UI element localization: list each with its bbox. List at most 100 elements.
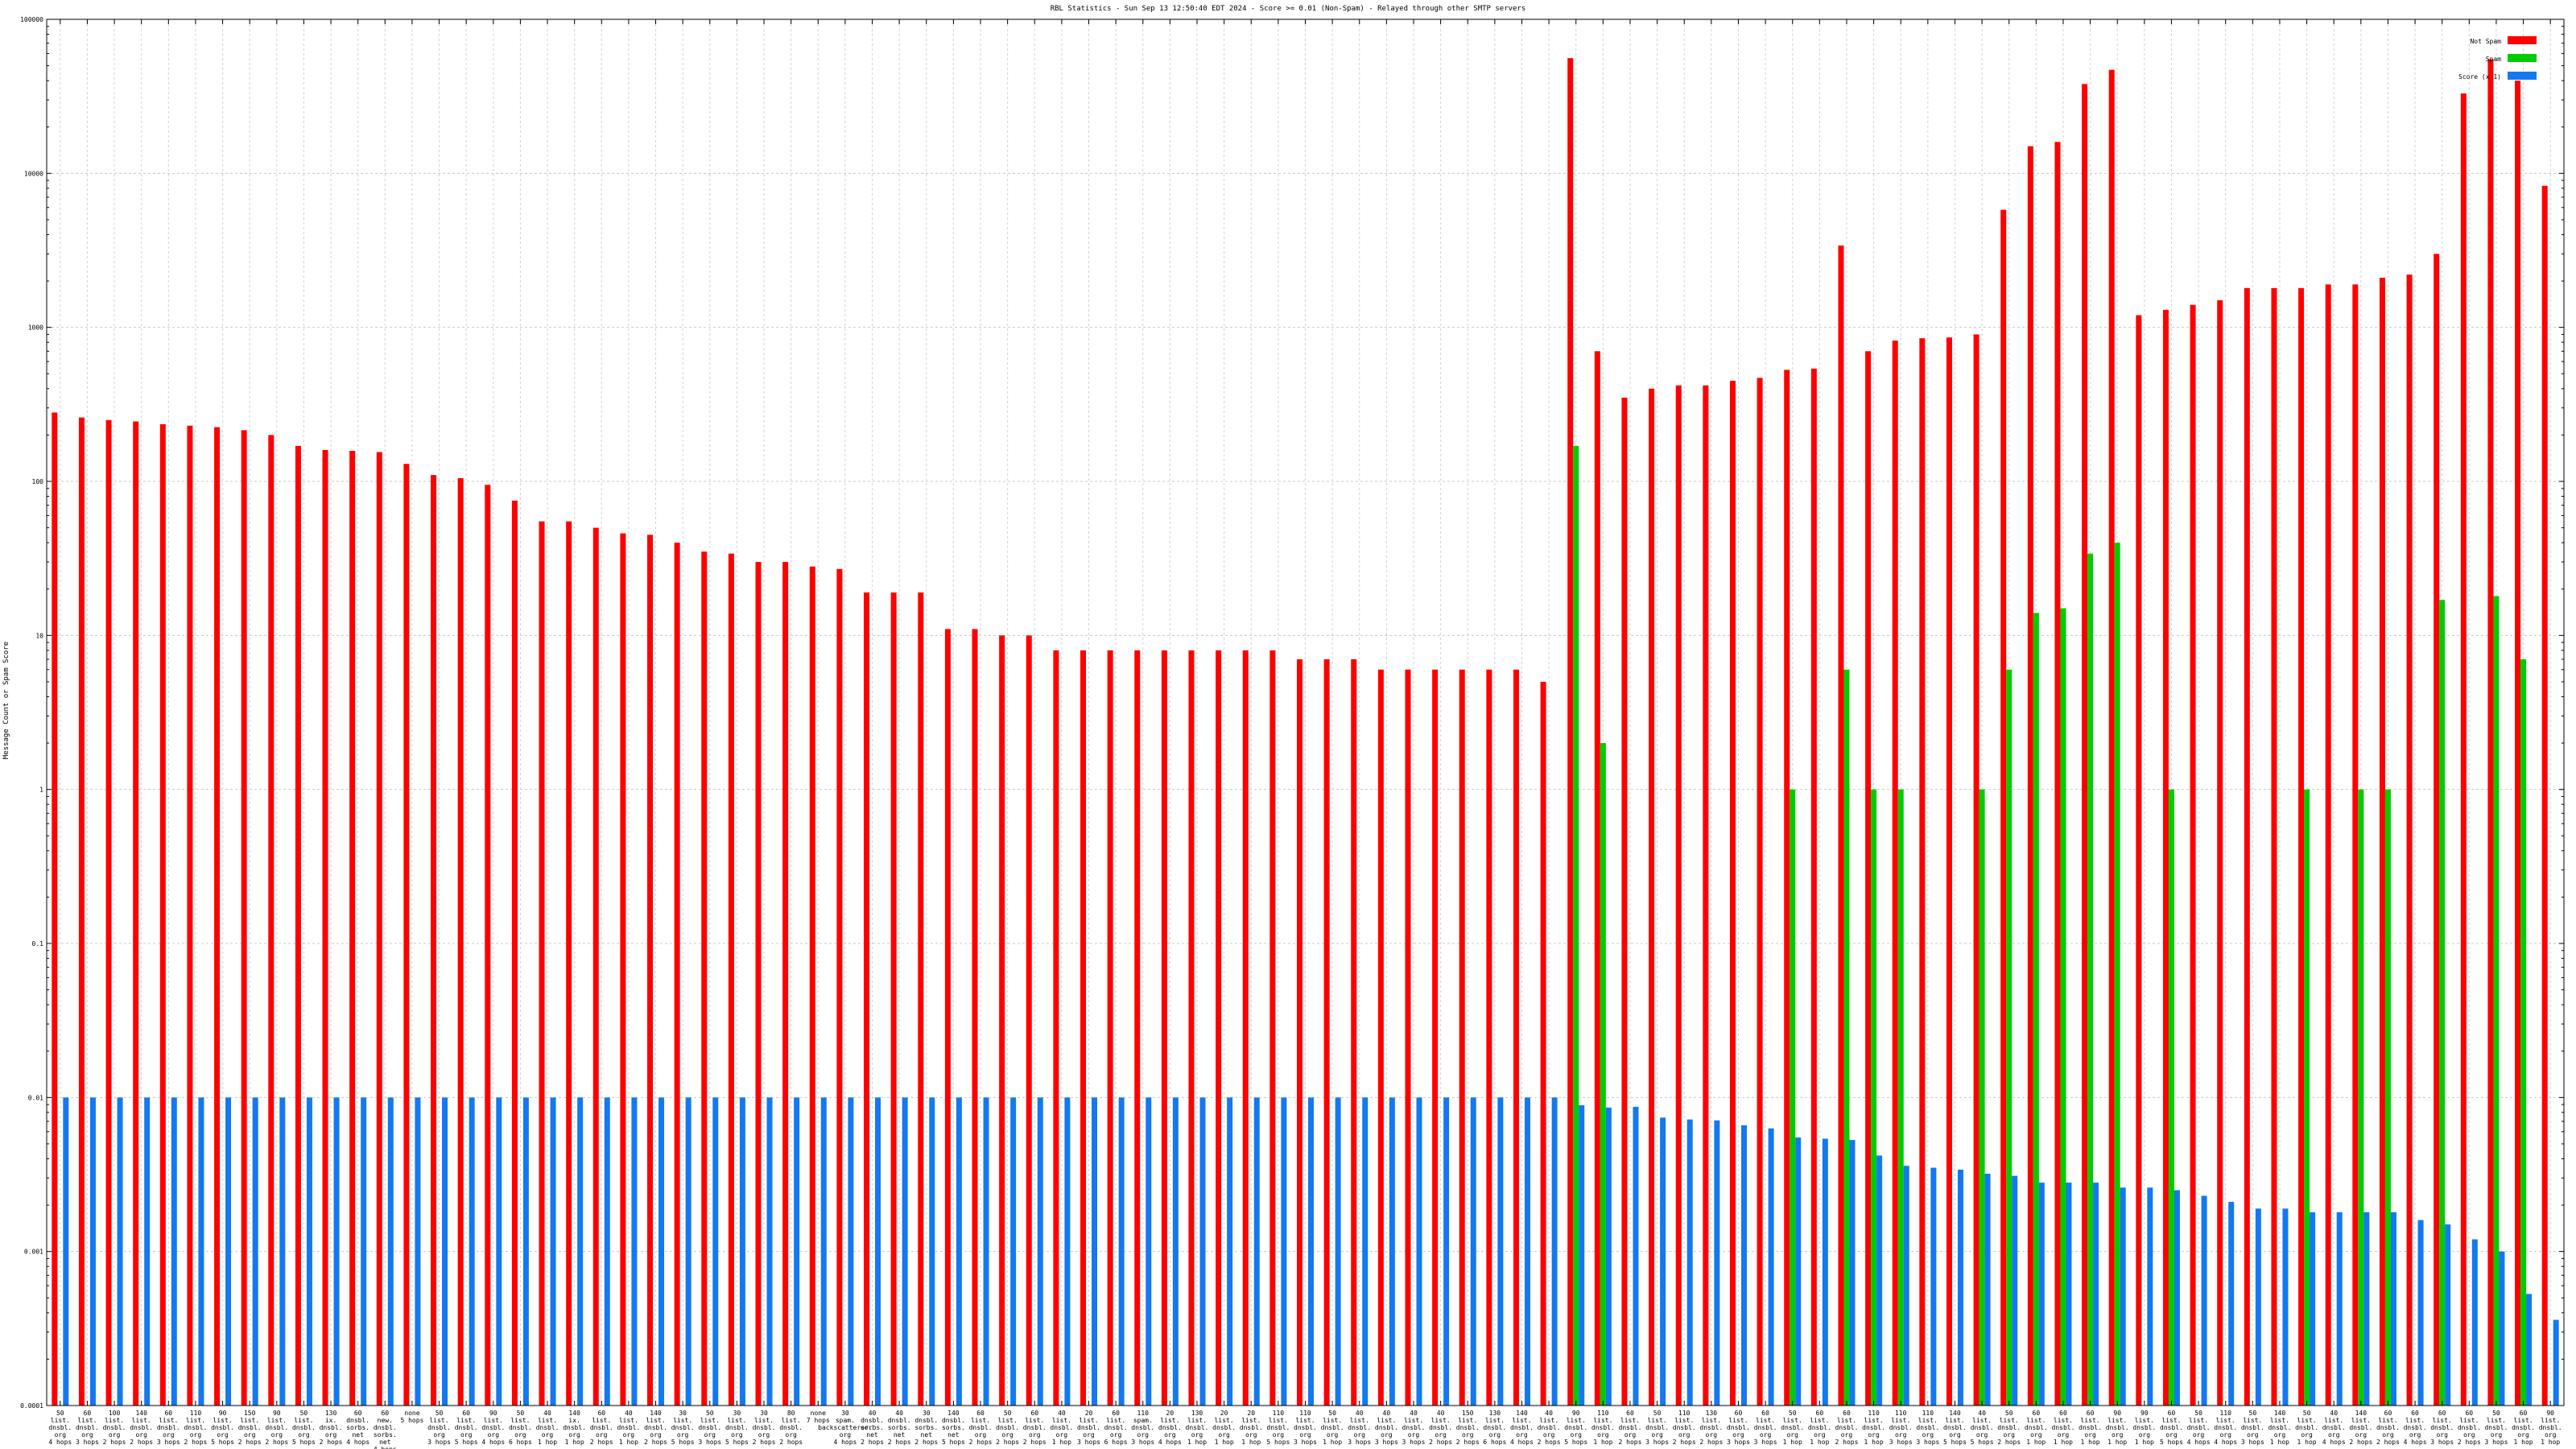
x-tick-label: 80 list. dnsbl. org 2 hops [779,1410,803,1446]
bar-score-x-1 [1876,1155,1883,1406]
bar-not-spam [241,430,247,1406]
bar-score-x-1 [1037,1097,1043,1406]
bar-score-x-1 [2310,1212,2316,1406]
bar-not-spam [1621,397,1628,1406]
x-tick-label: 150 list. dnsbl. org 2 hops [1456,1410,1480,1446]
bar-score-x-1 [1822,1138,1828,1406]
x-tick-label: 60 dnsbl. sorbs. net 4 hops [346,1410,369,1446]
bar-spam [2304,789,2310,1406]
bar-not-spam [1946,337,1952,1406]
bar-score-x-1 [766,1097,773,1406]
bar-score-x-1 [279,1097,286,1406]
x-tick-label: 100 list. dnsbl. org 2 hops [103,1410,126,1446]
x-tick-label: 30 list. dnsbl. org 5 hops [671,1410,695,1446]
bar-score-x-1 [2228,1202,2235,1406]
bar-score-x-1 [225,1097,232,1406]
legend-label: Not Spam [2470,38,2501,45]
bar-score-x-1 [1172,1097,1179,1406]
bar-not-spam [2325,284,2331,1406]
bar-score-x-1 [1849,1140,1856,1406]
bar-score-x-1 [89,1097,96,1406]
bar-not-spam [457,477,464,1406]
x-tick-label: 40 dnsbl. sorbs. net 2 hops [861,1410,884,1446]
x-tick-label: 40 list. dnsbl. org 2 hops [1429,1410,1452,1446]
bar-score-x-1 [144,1097,151,1406]
bar-score-x-1 [2282,1208,2289,1406]
bar-score-x-1 [2174,1190,2180,1406]
bar-not-spam [864,592,870,1406]
x-tick-label: 140 ix. dnsbl. org 1 hop [563,1410,586,1446]
bar-not-spam [2460,93,2467,1406]
bar-score-x-1 [1768,1128,1774,1406]
bar-not-spam [1377,669,1384,1406]
x-tick-label: 110 list. dnsbl. org 3 hops [1916,1410,1939,1446]
bar-score-x-1 [333,1097,340,1406]
x-tick-label: 110 list. dnsbl. org 5 hops [1266,1410,1290,1446]
bar-score-x-1 [442,1097,448,1406]
x-tick-label: 50 list. dnsbl. org 3 hops [2241,1410,2264,1446]
y-tick-label: 100000 [20,16,43,23]
x-tick-label: 60 list. dnsbl. org 1 hop [2079,1410,2102,1446]
bar-score-x-1 [2417,1220,2424,1406]
x-tick-label: 20 list. dnsbl. org 1 hop [1212,1410,1236,1446]
bar-score-x-1 [604,1097,610,1406]
x-tick-label: 60 list. dnsbl. org 3 hops [1754,1410,1777,1446]
bar-score-x-1 [1146,1097,1152,1406]
bar-score-x-1 [739,1097,745,1406]
x-tick-label: 60 list. dnsbl. org 3 hops [1727,1410,1750,1446]
x-tick-label: 60 list. dnsbl. org 5 hops [2160,1410,2183,1446]
bar-not-spam [2082,84,2088,1406]
bar-not-spam [1540,681,1546,1406]
bar-score-x-1 [522,1097,529,1406]
x-tick-label: 40 list. dnsbl. org 1 hop [1050,1410,1073,1446]
x-tick-label: 60 list. dnsbl. org 2 hops [590,1410,613,1446]
bar-not-spam [431,475,437,1406]
bar-spam [2087,553,2094,1406]
bar-not-spam [1216,650,1222,1406]
bar-spam [2006,669,2013,1406]
x-tick-label: 60 list. dnsbl. org 1 hop [2512,1410,2535,1446]
y-tick-label: 0.01 [28,1094,43,1101]
bar-not-spam [2406,275,2413,1406]
bar-not-spam [1269,650,1276,1406]
bar-spam [1871,789,1877,1406]
y-tick-label: 0.001 [24,1249,43,1256]
bar-score-x-1 [2553,1319,2559,1406]
x-tick-label: 130 ix. dnsbl. org 2 hops [320,1410,343,1446]
x-tick-label: 110 list. dnsbl. org 2 hops [184,1410,207,1446]
bar-not-spam [1134,650,1141,1406]
bar-not-spam [78,417,85,1406]
bar-score-x-1 [794,1097,800,1406]
y-tick-label: 10 [35,632,43,639]
bar-score-x-1 [685,1097,691,1406]
bar-score-x-1 [198,1097,204,1406]
x-tick-label: 110 list. dnsbl. org 4 hops [2214,1410,2237,1446]
x-tick-label: 60 list. dnsbl. org 1 hop [1808,1410,1831,1446]
bar-spam [2358,789,2364,1406]
legend-swatch [2508,54,2537,62]
bar-not-spam [1729,381,1736,1406]
x-tick-label: none 7 hops [807,1410,830,1424]
x-tick-label: 90 list. dnsbl. org 5 hops [211,1410,234,1446]
bar-not-spam [1865,351,1872,1406]
bar-not-spam [1242,650,1249,1406]
bar-score-x-1 [820,1097,827,1406]
bar-not-spam [1703,385,1709,1406]
bar-score-x-1 [1335,1097,1341,1406]
x-tick-label: 60 list. dnsbl. org 1 hop [2052,1410,2075,1446]
legend-swatch [2508,36,2537,44]
bar-score-x-1 [1903,1166,1909,1406]
bar-score-x-1 [63,1097,69,1406]
bar-spam [2439,600,2446,1406]
x-tick-label: 90 list. dnsbl. org 1 hop [2106,1410,2129,1446]
bar-not-spam [1405,669,1411,1406]
x-tick-label: 60 list. dnsbl. org 4 hops [2404,1410,2427,1446]
bar-score-x-1 [2147,1187,2153,1406]
bar-not-spam [349,450,356,1406]
bar-not-spam [2298,287,2305,1406]
bar-score-x-1 [848,1097,854,1406]
x-tick-label: 40 list. dnsbl. org 2 hops [1538,1410,1561,1446]
bar-score-x-1 [2038,1183,2045,1406]
bar-not-spam [2541,185,2548,1406]
